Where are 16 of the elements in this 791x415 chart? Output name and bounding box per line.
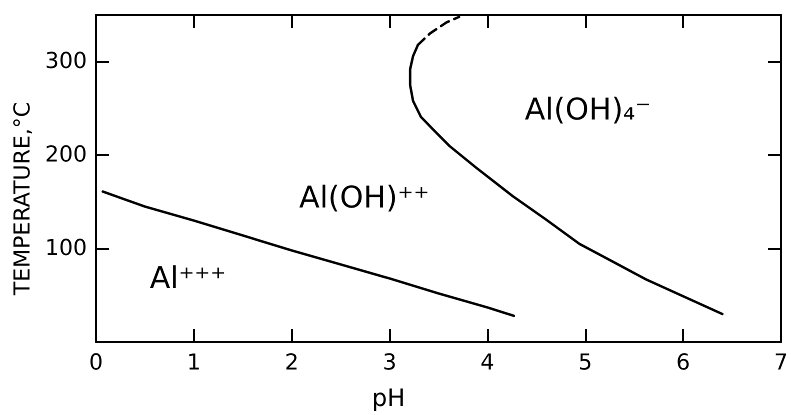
x-tick-label: 0 (89, 350, 103, 376)
x-tick-label: 4 (480, 350, 494, 376)
x-tick-label: 5 (578, 350, 592, 376)
x-axis-title: pH (372, 384, 406, 412)
x-tick-label: 3 (382, 350, 397, 376)
x-tick-label: 6 (676, 350, 690, 376)
y-axis-title: TEMPERATURE,°C (10, 102, 36, 296)
annotation: Al(OH)₄⁻ (524, 92, 652, 128)
y-tick-label: 100 (45, 236, 87, 262)
x-tick-label: 2 (284, 350, 299, 376)
x-tick-label: 7 (774, 350, 788, 376)
y-tick-label: 300 (45, 49, 87, 74)
annotation: Al⁺⁺⁺ (150, 261, 226, 296)
annotation: Al(OH)⁺⁺ (299, 180, 430, 216)
x-tick-label: 1 (186, 350, 201, 376)
y-tick-label: 200 (45, 142, 87, 168)
